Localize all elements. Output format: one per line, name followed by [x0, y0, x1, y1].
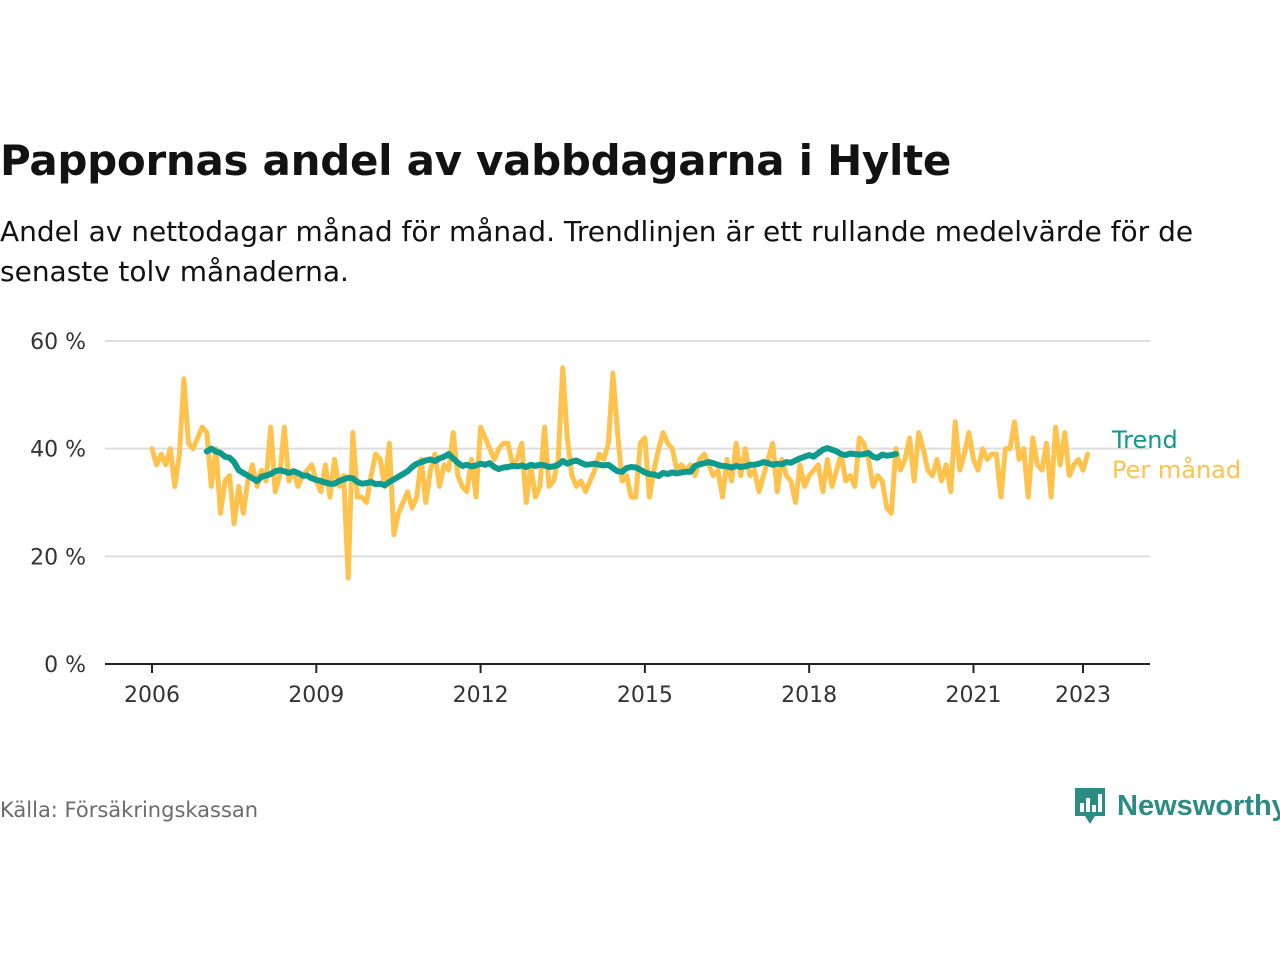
- series-line-trend: [203, 445, 899, 489]
- x-tick-label: 2009: [288, 683, 344, 708]
- x-tick-label: 2015: [617, 683, 673, 708]
- x-tick-label: 2021: [945, 683, 1001, 708]
- brand-logo[interactable]: Newsworthy: [1073, 786, 1280, 826]
- x-tick-label: 2023: [1055, 683, 1111, 708]
- x-tick-label: 2006: [124, 683, 180, 708]
- brand-name: Newsworthy: [1117, 789, 1280, 822]
- line-chart: 0 % 20 % 40 % 60 % 2006 2009 2012 2015 2018 2021…: [30, 330, 1241, 708]
- series-lines: [149, 365, 1091, 581]
- y-tick-label: 20 %: [30, 545, 86, 570]
- grid-lines: [105, 340, 1150, 558]
- chart-title: Pappornas andel av vabbdagarna i Hylte: [0, 136, 952, 185]
- y-axis-ticks: 0 % 20 % 40 % 60 %: [30, 330, 86, 678]
- x-tick-label: 2018: [781, 683, 837, 708]
- series-line-monthly: [149, 365, 1091, 581]
- legend-label-trend: Trend: [1111, 426, 1178, 454]
- source-note: Källa: Försäkringskassan: [0, 798, 259, 822]
- y-tick-label: 40 %: [30, 438, 86, 463]
- bar-chart-speech-bubble-icon: [1075, 788, 1105, 824]
- legend-label-monthly: Per månad: [1112, 455, 1241, 484]
- chart-subtitle: Andel av nettodagar månad för månad. Tre…: [0, 215, 1194, 288]
- x-tick-label: 2012: [453, 683, 509, 708]
- y-tick-label: 0 %: [44, 653, 86, 678]
- x-axis-ticks: 2006 2009 2012 2015 2018 2021 2023: [105, 663, 1150, 708]
- y-tick-label: 60 %: [30, 330, 86, 355]
